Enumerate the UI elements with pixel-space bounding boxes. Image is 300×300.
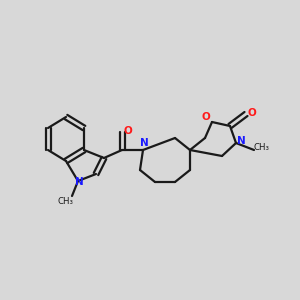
Text: O: O <box>124 126 132 136</box>
Text: CH₃: CH₃ <box>254 142 270 152</box>
Text: O: O <box>248 108 256 118</box>
Text: O: O <box>202 112 210 122</box>
Text: CH₃: CH₃ <box>58 196 74 206</box>
Text: N: N <box>237 136 245 146</box>
Text: N: N <box>75 177 83 187</box>
Text: N: N <box>140 138 148 148</box>
